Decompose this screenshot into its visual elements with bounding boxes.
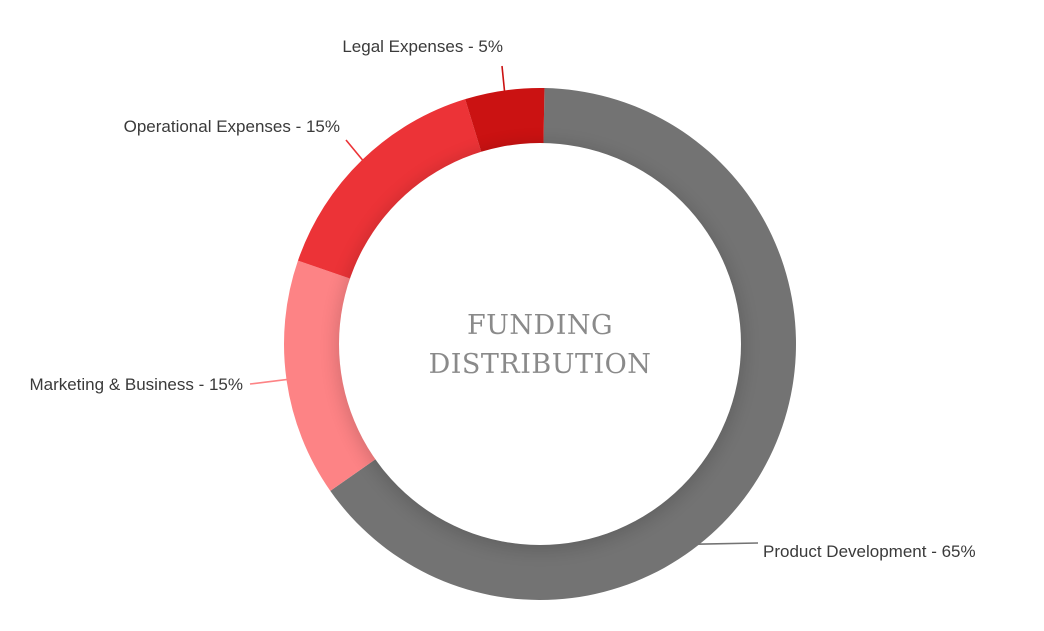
slice-marketing-business: [284, 260, 377, 491]
slice-operational-expenses: [297, 99, 482, 279]
slice-legal-expenses: [465, 88, 545, 153]
labels-layer: Product Development - 65% Marketing & Bus…: [29, 37, 975, 561]
leaders-layer: [249, 65, 759, 545]
slice-label-3: Operational Expenses - 15%: [124, 117, 340, 136]
leader-line-3: [345, 139, 365, 162]
slice-label-2: Marketing & Business - 15%: [29, 375, 243, 394]
leader-line-2: [249, 378, 289, 385]
chart-title-line-2: DISTRIBUTION: [429, 349, 652, 380]
slices-layer: [284, 88, 797, 600]
slice-label-4: Legal Expenses - 5%: [342, 37, 503, 56]
chart-title-line-1: FUNDING: [467, 310, 613, 341]
slice-label-1: Product Development - 65%: [763, 542, 976, 561]
leader-line-4: [501, 65, 506, 93]
donut-hole: [339, 143, 741, 545]
leader-line-1: [696, 542, 759, 545]
